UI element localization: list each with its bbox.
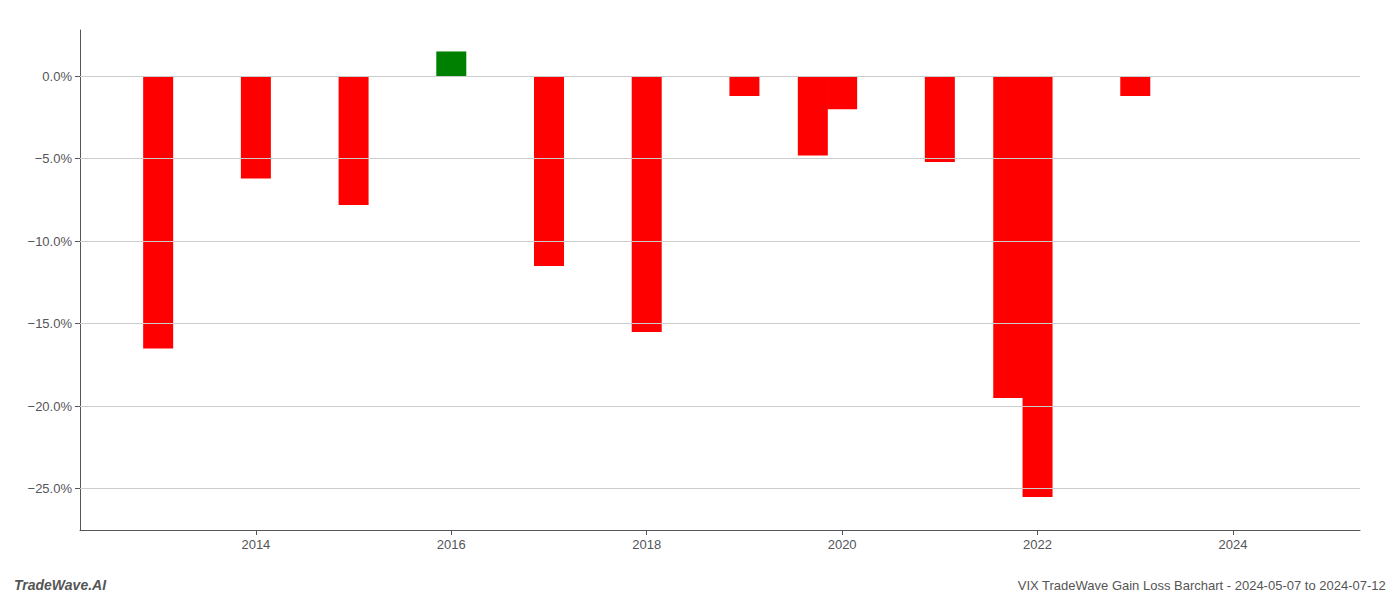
svg-text:2018: 2018 xyxy=(632,537,661,552)
svg-text:0.0%: 0.0% xyxy=(42,69,72,84)
svg-text:−25.0%: −25.0% xyxy=(28,481,73,496)
svg-text:2022: 2022 xyxy=(1023,537,1052,552)
svg-text:−15.0%: −15.0% xyxy=(28,316,73,331)
svg-text:−5.0%: −5.0% xyxy=(35,151,73,166)
svg-text:VIX TradeWave Gain Loss Barcha: VIX TradeWave Gain Loss Barchart - 2024-… xyxy=(1018,578,1386,593)
svg-text:2014: 2014 xyxy=(241,537,270,552)
svg-text:2024: 2024 xyxy=(1219,537,1248,552)
svg-text:−20.0%: −20.0% xyxy=(28,399,73,414)
svg-text:TradeWave.AI: TradeWave.AI xyxy=(14,577,107,593)
svg-text:2020: 2020 xyxy=(828,537,857,552)
svg-text:−10.0%: −10.0% xyxy=(28,234,73,249)
svg-text:2016: 2016 xyxy=(437,537,466,552)
